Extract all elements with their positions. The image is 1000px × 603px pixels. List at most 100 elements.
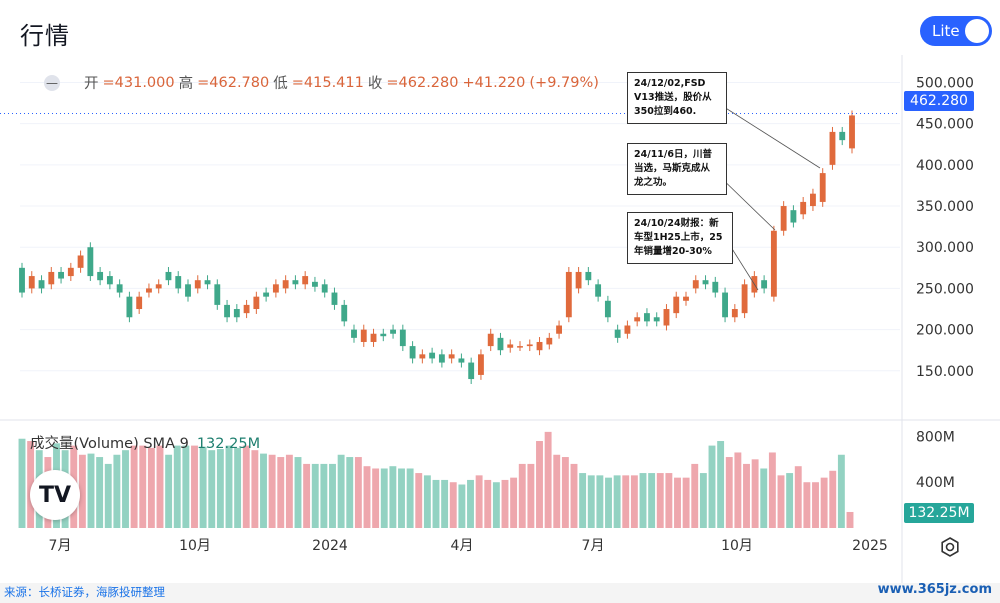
- candle-body: [175, 276, 182, 289]
- x-tick-label: 2024: [312, 538, 348, 554]
- volume-bar: [182, 445, 190, 528]
- candle-body: [546, 337, 553, 345]
- volume-bar: [139, 445, 147, 528]
- volume-bar: [380, 468, 388, 528]
- volume-bar: [441, 479, 449, 528]
- volume-bar: [510, 477, 518, 528]
- candle-body: [810, 193, 816, 207]
- volume-bar: [579, 473, 587, 528]
- candle-body: [38, 280, 45, 289]
- volume-bar: [674, 477, 681, 528]
- open-value: =431.000: [102, 74, 175, 91]
- annotation-leader: [712, 99, 821, 169]
- x-tick-label: 2025: [852, 538, 888, 554]
- volume-bar: [665, 473, 673, 528]
- volume-bar: [544, 431, 552, 528]
- volume-bar: [268, 454, 276, 528]
- footer-bar: [0, 583, 1000, 603]
- volume-bar: [337, 454, 345, 528]
- volume-bar: [794, 466, 802, 528]
- candle-body: [390, 329, 396, 334]
- volume-bar: [432, 479, 440, 528]
- lite-toggle[interactable]: Lite: [920, 16, 992, 46]
- last-volume-tag: 132.25M: [904, 503, 974, 523]
- volume-bar: [363, 466, 371, 528]
- candle-body: [790, 210, 797, 223]
- candle-body: [106, 276, 113, 285]
- candle-body: [731, 309, 738, 318]
- volume-bar: [165, 454, 173, 528]
- candle-body: [644, 313, 650, 322]
- candle-body: [468, 362, 475, 380]
- price-tick-label: 200.000: [916, 323, 974, 339]
- candle-body: [692, 280, 699, 289]
- candle-body: [243, 304, 250, 314]
- volume-bar: [570, 463, 578, 528]
- candlestick-chart[interactable]: 500.000 450.000 400.000 350.000 300.000 250.0…: [0, 55, 1000, 583]
- candle-body: [565, 271, 572, 318]
- price-tick-label: 300.000: [916, 240, 974, 256]
- collapse-legend-button[interactable]: —: [44, 74, 60, 91]
- candle-body: [185, 284, 191, 297]
- volume-bar: [553, 454, 561, 528]
- volume-bar: [829, 470, 837, 528]
- volume-bar: [354, 457, 362, 528]
- price-tick-label: 350.000: [916, 199, 974, 215]
- candle-body: [536, 341, 543, 351]
- price-tick-label: 150.000: [916, 364, 974, 380]
- candle-body: [829, 131, 836, 165]
- volume-bar: [78, 454, 86, 528]
- volume-bar: [527, 463, 535, 528]
- toggle-label: Lite: [932, 22, 960, 40]
- candle-body: [448, 354, 455, 359]
- volume-bar: [467, 479, 474, 528]
- volume-bar: [389, 466, 397, 528]
- high-label: 高: [178, 76, 194, 92]
- candle-body: [663, 309, 670, 326]
- candle-body: [194, 280, 201, 289]
- last-price-tag: 462.280: [904, 91, 974, 111]
- candle-body: [507, 344, 514, 348]
- candle-body: [155, 284, 162, 289]
- candle-body: [312, 281, 318, 287]
- tradingview-logo[interactable]: TV: [30, 470, 80, 520]
- candle-body: [321, 284, 328, 293]
- volume-bar: [27, 441, 35, 528]
- volume-bar: [329, 463, 336, 528]
- candle-body: [370, 333, 377, 342]
- candle-body: [351, 329, 357, 338]
- candle-body: [702, 280, 709, 285]
- volume-bar: [536, 441, 543, 528]
- volume-bar: [406, 468, 414, 528]
- candle-body: [58, 271, 64, 279]
- candle-body: [712, 281, 719, 293]
- settings-icon[interactable]: [940, 537, 960, 557]
- candle-body: [67, 267, 74, 277]
- volume-bar: [294, 457, 302, 528]
- footer-site: www.365jz.com: [877, 582, 992, 597]
- candle-body: [429, 352, 436, 359]
- volume-bar: [104, 463, 112, 528]
- volume-bar: [303, 463, 311, 528]
- candle-body: [819, 173, 826, 202]
- volume-bar: [812, 482, 819, 528]
- candle-body: [380, 333, 387, 337]
- volume-bar: [725, 457, 733, 528]
- x-tick-label: 4月: [451, 538, 474, 554]
- candle-body: [575, 271, 582, 289]
- volume-bar: [837, 454, 845, 528]
- volume-bar: [122, 450, 129, 528]
- open-label: 开: [84, 76, 99, 92]
- volume-bar: [156, 445, 164, 528]
- candle-body: [458, 358, 465, 363]
- volume-tick-label: 400M: [916, 475, 955, 491]
- candle-body: [722, 292, 728, 318]
- candle-body: [624, 325, 631, 334]
- candle-body: [204, 280, 211, 285]
- toggle-knob: [965, 19, 989, 43]
- volume-bar: [501, 479, 509, 528]
- volume-bar: [277, 457, 285, 528]
- volume-bar: [682, 477, 690, 528]
- candle-body: [487, 333, 494, 347]
- candle-body: [331, 292, 338, 305]
